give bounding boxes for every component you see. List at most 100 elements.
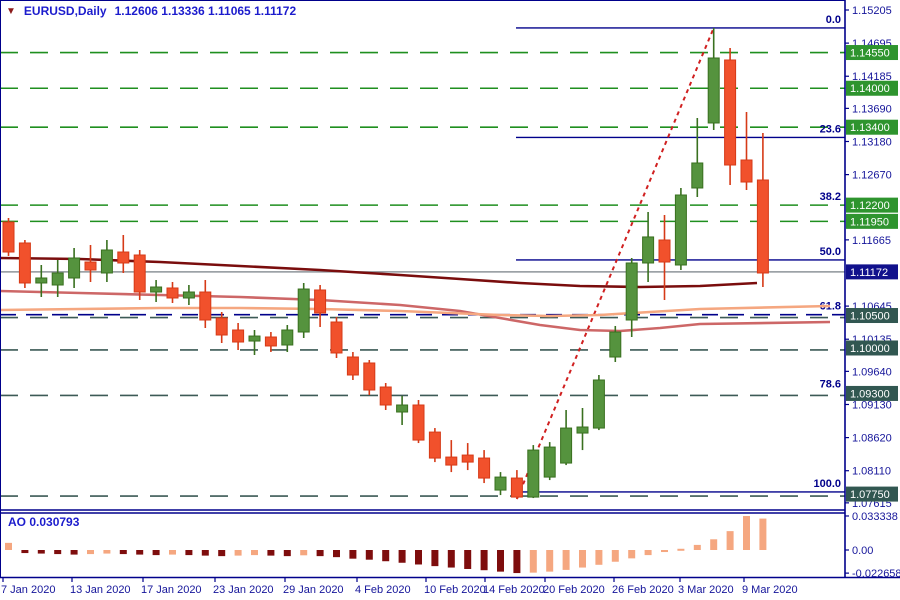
date-axis-label[interactable]: 14 Feb 2020 (483, 584, 545, 596)
ao-histogram-bar (661, 550, 668, 553)
price-badge-green-text: 1.14550 (850, 48, 890, 60)
candle-body-bear (133, 254, 146, 293)
ao-histogram-bar (743, 516, 750, 550)
ao-histogram-bar (546, 550, 554, 572)
price-badge-green (846, 80, 898, 96)
ohlc-quote-values: 1.12606 1.13336 1.11065 1.11172 (114, 4, 297, 18)
ao-histogram-bar (70, 550, 78, 555)
price-axis-label[interactable]: 1.08110 (852, 466, 891, 478)
date-axis-label[interactable]: 29 Jan 2020 (283, 584, 344, 596)
ao-histogram-bar (267, 550, 275, 556)
ao-histogram-bar (513, 550, 521, 574)
date-axis-label[interactable]: 26 Feb 2020 (612, 584, 674, 596)
ao-histogram-bar (218, 550, 226, 557)
ao-axis-label[interactable]: -0.022658 (852, 568, 900, 580)
date-axis-label[interactable]: 3 Mar 2020 (678, 584, 734, 596)
candle-body-bear (199, 291, 212, 321)
candle-body-bull (543, 446, 556, 478)
ao-histogram-bar (431, 550, 439, 567)
price-badge-green-text: 1.11950 (850, 216, 889, 228)
price-axis-label[interactable]: 1.13690 (852, 103, 892, 115)
candle-body-bull (248, 335, 261, 342)
candle-body-bull (396, 404, 409, 413)
price-badge-green (846, 197, 898, 213)
ao-histogram-bar (283, 550, 291, 557)
ao-histogram-bar (710, 539, 718, 550)
ao-indicator-label: AO 0.030793 (8, 515, 80, 529)
candle-body-bull (560, 427, 573, 464)
ao-histogram-bar (349, 550, 357, 559)
collapse-triangle-icon[interactable]: ▼ (6, 5, 16, 17)
date-axis-label[interactable]: 4 Feb 2020 (355, 584, 411, 596)
price-axis-label[interactable]: 1.09130 (852, 399, 892, 411)
candle-body-bear (84, 261, 97, 271)
price-badge-slate-text: 1.10500 (850, 311, 890, 323)
current-price-badge (846, 264, 898, 280)
candle-body-bear (756, 179, 769, 274)
candle-body-bull (691, 162, 704, 189)
candle-body-bear (379, 386, 392, 406)
ao-histogram-bar (54, 550, 62, 555)
ao-histogram-bar (464, 550, 472, 569)
candle-body-bull (297, 288, 310, 333)
candle-body-bear (314, 289, 327, 314)
candle-body-bear (166, 287, 179, 299)
trend-line (515, 27, 715, 500)
candle-body-bear (18, 242, 31, 284)
ao-histogram-bar (611, 550, 619, 562)
candle-body-bear (510, 477, 523, 498)
price-axis-label[interactable]: 1.08620 (852, 433, 892, 445)
date-axis-label[interactable]: 23 Jan 2020 (213, 584, 274, 596)
candle-body-bull (281, 329, 294, 346)
ao-histogram-bar (579, 550, 586, 568)
ao-histogram-bar (726, 531, 734, 550)
ao-histogram-bar (415, 550, 422, 565)
date-axis-label[interactable]: 7 Jan 2020 (1, 584, 55, 596)
candle-body-bull (150, 286, 163, 293)
date-axis-label[interactable]: 13 Jan 2020 (70, 584, 131, 596)
current-price-badge-text: 1.11172 (850, 267, 888, 279)
candle-body-bear (461, 454, 474, 463)
ao-histogram-bar (529, 550, 537, 573)
ao-histogram-bar (185, 550, 193, 556)
price-axis-label[interactable]: 1.14185 (852, 71, 892, 83)
candle-body-bear (478, 457, 491, 479)
date-axis-label[interactable]: 10 Feb 2020 (424, 584, 486, 596)
date-axis-label[interactable]: 17 Jan 2020 (141, 584, 202, 596)
candle-body-bull (625, 262, 638, 321)
fib-label-38.2: 38.2 (820, 191, 841, 203)
price-axis-label[interactable]: 1.11665 (852, 235, 891, 247)
candle-body-bull (527, 449, 540, 498)
ao-histogram-bar (595, 550, 603, 565)
ao-histogram-bar (119, 550, 127, 555)
ao-histogram-bar (398, 550, 406, 563)
date-axis-label[interactable]: 9 Mar 2020 (742, 584, 798, 596)
price-axis-label[interactable]: 1.15205 (852, 5, 892, 17)
symbol-period-label: EURUSD,Daily (23, 4, 107, 18)
candle-body-bear (428, 431, 441, 459)
price-axis-label[interactable]: 1.12670 (852, 170, 892, 182)
date-axis-label[interactable]: 20 Feb 2020 (543, 584, 605, 596)
price-axis-label[interactable]: 1.13180 (852, 136, 892, 148)
ao-histogram-bar (365, 550, 373, 560)
ma-fast-salmon (0, 304, 831, 318)
ao-histogram-bar (201, 550, 209, 556)
fib-label-100.0: 100.0 (813, 478, 841, 490)
price-badge-slate-text: 1.07750 (850, 489, 890, 501)
candle-body-bear (363, 362, 376, 391)
candle-body-bull (576, 426, 589, 434)
fib-label-0.0: 0.0 (826, 14, 841, 26)
ao-axis-label[interactable]: 0.033338 (852, 511, 898, 523)
ao-histogram-bar (87, 550, 94, 555)
price-badge-slate (846, 486, 898, 502)
candle-body-bull (51, 272, 64, 286)
fib-label-61.8: 61.8 (820, 301, 841, 313)
ao-axis-label[interactable]: 0.00 (852, 545, 873, 557)
price-badge-green-text: 1.14000 (850, 83, 890, 95)
chart-title: ▼ EURUSD,Daily 1.12606 1.13336 1.11065 1… (6, 4, 296, 18)
price-axis-label[interactable]: 1.09640 (852, 366, 892, 378)
ao-histogram-bar (447, 550, 455, 568)
ao-histogram-bar (497, 550, 504, 572)
